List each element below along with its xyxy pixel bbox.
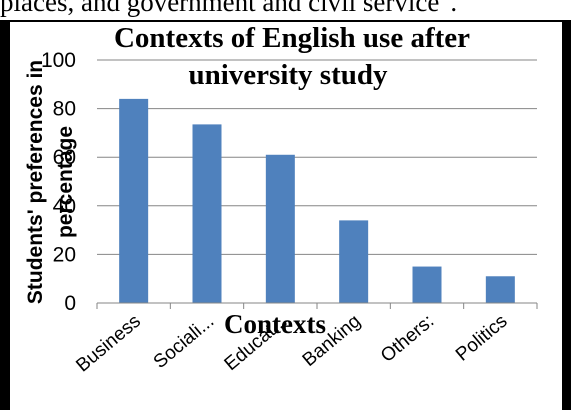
x-tick-label: Others: (377, 311, 438, 367)
y-tick-label: 20 (53, 243, 76, 266)
bar-2 (265, 154, 295, 303)
x-tick-label: Politics (452, 311, 512, 366)
y-axis-title-line-1: Students' preferences in (24, 60, 47, 304)
gridlines (97, 59, 537, 255)
y-tick-label: 0 (64, 292, 76, 315)
bar-1 (192, 124, 222, 304)
chart-title-line-1: Contexts of English use after (114, 22, 470, 54)
x-tick-label: Sociali... (150, 311, 219, 373)
y-tick-labels: 0 20 40 60 80 100 (41, 49, 76, 315)
y-tick-label: 80 (53, 98, 76, 121)
bar-3 (339, 220, 369, 303)
caption-fragment: places, and government and civil service… (0, 0, 458, 17)
bar-4 (412, 266, 442, 303)
bar-5 (485, 276, 515, 303)
y-tick-label: 60 (53, 146, 76, 169)
chart-title-line-2: university study (188, 59, 388, 91)
y-axis-title-line-2: percentage (54, 126, 77, 238)
x-axis-title: Contexts (224, 309, 326, 339)
bar-0 (119, 98, 149, 303)
y-tick-label: 100 (41, 49, 76, 72)
x-tick-label: Business (72, 311, 145, 377)
bars (96, 98, 538, 309)
y-tick-label: 40 (53, 195, 76, 218)
